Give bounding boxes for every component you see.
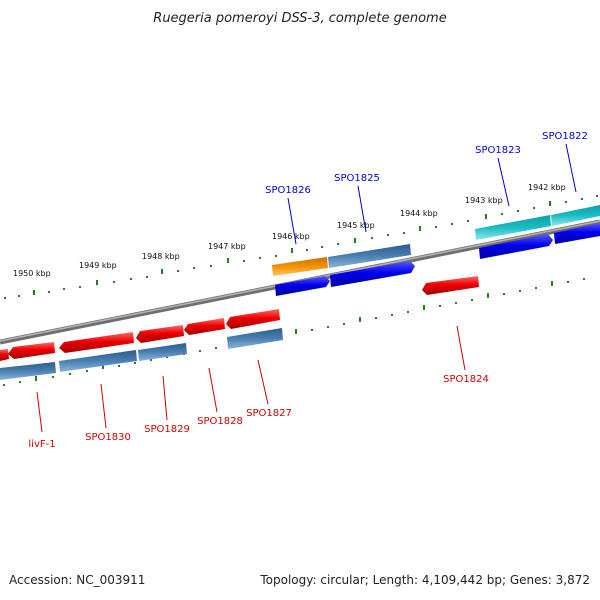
kbp-label: 1943 kbp	[465, 196, 503, 205]
gene-label-spo1822[interactable]: SPO1822	[542, 131, 588, 142]
forward-gene-arrow[interactable]	[330, 261, 415, 287]
gene-bar-cyan[interactable]	[551, 205, 600, 226]
gene-bar-cyan[interactable]	[475, 215, 551, 240]
bottom-gene-labels: livF-1 SPO1830 SPO1829 SPO1828 SPO1827 S…	[28, 374, 488, 450]
lower-tick-track	[3, 278, 585, 386]
kbp-label: 1948 kbp	[142, 252, 180, 261]
gene-label-spo1823[interactable]: SPO1823	[475, 145, 521, 156]
gene-bar-steel[interactable]	[0, 362, 56, 380]
gene-label-spo1825[interactable]: SPO1825	[334, 173, 380, 184]
kbp-label: 1946 kbp	[272, 232, 310, 241]
gene-label-spo1829[interactable]: SPO1829	[144, 424, 190, 435]
reverse-gene-arrow[interactable]	[422, 276, 479, 295]
gene-bar-steel[interactable]	[138, 343, 187, 361]
kbp-scale-labels: 1950 kbp 1949 kbp 1948 kbp 1947 kbp 1946…	[13, 183, 566, 278]
gene-label-livf-1[interactable]: livF-1	[28, 439, 55, 450]
forward-gene-arrow[interactable]	[275, 276, 330, 296]
gene-bar-steel[interactable]	[328, 244, 411, 268]
bottom-leader-lines	[36, 325, 466, 433]
genome-stats-text: Topology: circular; Length: 4,109,442 bp…	[260, 573, 590, 587]
kbp-label: 1945 kbp	[337, 221, 375, 230]
forward-gene-arrow[interactable]	[479, 234, 553, 259]
gene-bar-steel[interactable]	[227, 328, 283, 349]
reverse-gene-arrow[interactable]	[184, 318, 225, 335]
top-leader-lines	[287, 143, 577, 245]
kbp-label: 1950 kbp	[13, 269, 51, 278]
kbp-label: 1947 kbp	[208, 242, 246, 251]
reverse-gene-arrow[interactable]	[59, 332, 134, 353]
gene-bar-orange[interactable]	[272, 257, 328, 276]
gene-bar-steel[interactable]	[59, 350, 137, 372]
reverse-gene-arrows	[0, 276, 479, 361]
reverse-gene-arrow[interactable]	[8, 342, 55, 359]
kbp-label: 1944 kbp	[400, 209, 438, 218]
gene-label-spo1830[interactable]: SPO1830	[85, 432, 131, 443]
kbp-label: 1949 kbp	[79, 261, 117, 270]
reverse-gene-arrow[interactable]	[0, 349, 9, 361]
gene-label-spo1828[interactable]: SPO1828	[197, 416, 243, 427]
forward-gene-arrows	[275, 223, 600, 296]
gene-label-spo1826[interactable]: SPO1826	[265, 185, 311, 196]
upper-tick-track	[4, 195, 598, 299]
forward-feature-track	[272, 205, 600, 276]
top-gene-labels: SPO1826 SPO1825 SPO1823 SPO1822	[265, 131, 588, 196]
gene-label-spo1827[interactable]: SPO1827	[246, 408, 292, 419]
reverse-gene-arrow[interactable]	[136, 325, 184, 343]
map-title: Ruegeria pomeroyi DSS-3, complete genome	[153, 11, 446, 26]
gene-label-spo1824[interactable]: SPO1824	[443, 374, 489, 385]
kbp-label: 1942 kbp	[528, 183, 566, 192]
accession-text: Accession: NC_003911	[9, 573, 146, 587]
forward-gene-arrow[interactable]	[554, 223, 600, 244]
reverse-gene-arrow[interactable]	[226, 309, 280, 329]
reverse-feature-track	[0, 328, 283, 380]
